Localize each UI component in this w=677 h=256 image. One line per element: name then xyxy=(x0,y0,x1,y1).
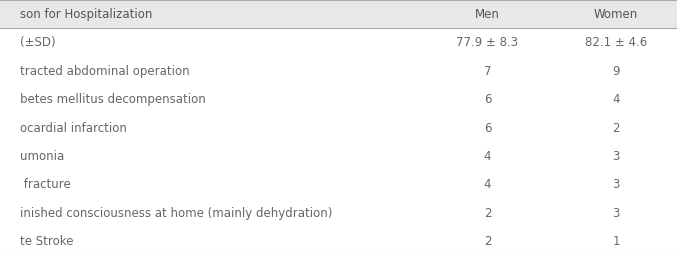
FancyBboxPatch shape xyxy=(0,228,677,256)
Text: tracted abdominal operation: tracted abdominal operation xyxy=(20,65,190,78)
FancyBboxPatch shape xyxy=(0,114,677,142)
Text: 6: 6 xyxy=(483,93,492,106)
Text: inished consciousness at home (mainly dehydration): inished consciousness at home (mainly de… xyxy=(20,207,332,220)
Text: 1: 1 xyxy=(612,235,620,248)
Text: 82.1 ± 4.6: 82.1 ± 4.6 xyxy=(585,36,647,49)
Text: 9: 9 xyxy=(612,65,620,78)
Text: (±SD): (±SD) xyxy=(20,36,56,49)
Text: umonia: umonia xyxy=(20,150,64,163)
Text: te Stroke: te Stroke xyxy=(20,235,74,248)
Text: betes mellitus decompensation: betes mellitus decompensation xyxy=(20,93,206,106)
Text: 4: 4 xyxy=(483,150,492,163)
FancyBboxPatch shape xyxy=(0,57,677,85)
Text: ocardial infarction: ocardial infarction xyxy=(20,122,127,134)
Text: 4: 4 xyxy=(483,178,492,191)
Text: Men: Men xyxy=(475,8,500,21)
FancyBboxPatch shape xyxy=(0,142,677,171)
Text: Women: Women xyxy=(594,8,638,21)
Text: 2: 2 xyxy=(483,207,492,220)
Text: 3: 3 xyxy=(613,150,619,163)
Text: 2: 2 xyxy=(612,122,620,134)
Text: 77.9 ± 8.3: 77.9 ± 8.3 xyxy=(456,36,519,49)
Text: fracture: fracture xyxy=(20,178,71,191)
FancyBboxPatch shape xyxy=(0,85,677,114)
FancyBboxPatch shape xyxy=(0,199,677,228)
Text: 4: 4 xyxy=(612,93,620,106)
Text: 3: 3 xyxy=(613,178,619,191)
Text: son for Hospitalization: son for Hospitalization xyxy=(20,8,153,21)
FancyBboxPatch shape xyxy=(0,28,677,57)
Text: 6: 6 xyxy=(483,122,492,134)
Text: 3: 3 xyxy=(613,207,619,220)
FancyBboxPatch shape xyxy=(0,171,677,199)
Text: 7: 7 xyxy=(483,65,492,78)
FancyBboxPatch shape xyxy=(0,0,677,28)
Text: 2: 2 xyxy=(483,235,492,248)
